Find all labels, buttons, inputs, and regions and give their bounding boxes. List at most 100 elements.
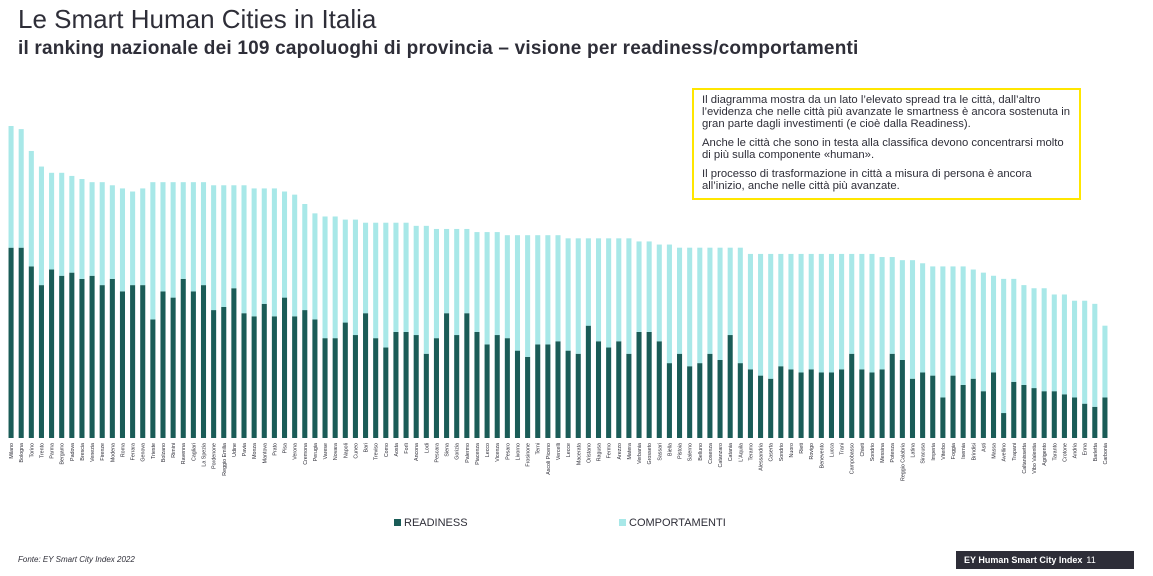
x-tick-label: Caserta xyxy=(769,443,775,462)
x-tick-label: Gorizia xyxy=(455,443,461,460)
bar-readiness xyxy=(403,331,409,438)
bar-comportamenti xyxy=(768,253,774,379)
bar-readiness xyxy=(28,266,34,438)
bar-readiness xyxy=(38,285,44,438)
bar-readiness xyxy=(565,350,571,438)
bar-comportamenti xyxy=(322,216,328,339)
bar-readiness xyxy=(342,322,348,438)
x-tick-label: Taranto xyxy=(1052,443,1058,461)
bar-readiness xyxy=(1061,394,1067,438)
x-tick-label: Fermo xyxy=(607,443,613,458)
x-tick-label: Milano xyxy=(9,443,15,459)
x-tick-label: Brescia xyxy=(80,443,86,461)
bar-comportamenti xyxy=(89,182,95,276)
bar-comportamenti xyxy=(920,263,926,373)
bar-readiness xyxy=(717,360,723,438)
bar-readiness xyxy=(839,369,845,438)
bar-comportamenti xyxy=(990,275,997,373)
bar-comportamenti xyxy=(1011,278,1017,382)
bar-comportamenti xyxy=(241,185,247,314)
bar-readiness xyxy=(606,347,612,438)
bar-readiness xyxy=(646,331,652,438)
bar-comportamenti xyxy=(555,235,561,342)
bar-readiness xyxy=(200,285,207,438)
bar-comportamenti xyxy=(342,219,348,323)
bar-comportamenti xyxy=(433,228,439,339)
bar-comportamenti xyxy=(656,244,662,342)
x-tick-label: Benevento xyxy=(819,443,825,468)
note-paragraph-3: Il processo di trasformazione in città a… xyxy=(702,168,1032,192)
bar-readiness xyxy=(322,338,328,438)
bar-comportamenti xyxy=(940,266,946,398)
x-tick-label: Roma xyxy=(120,443,126,457)
chart-title: Le Smart Human Cities in Italia xyxy=(18,4,377,34)
note-paragraph-2: Anche le città che sono in testa alla cl… xyxy=(702,137,1064,161)
bar-readiness xyxy=(69,272,75,438)
x-tick-label: Alessandria xyxy=(759,443,765,471)
x-tick-label: Agrigento xyxy=(1042,443,1048,466)
x-tick-label: Siena xyxy=(445,443,451,457)
x-tick-label: Cuneo xyxy=(353,443,359,459)
bar-comportamenti xyxy=(464,228,470,314)
bar-comportamenti xyxy=(727,247,733,336)
bar-comportamenti xyxy=(28,150,34,267)
bar-readiness xyxy=(241,313,247,438)
bar-comportamenti xyxy=(49,172,55,270)
bar-comportamenti xyxy=(251,188,257,317)
bar-readiness xyxy=(160,291,166,438)
x-tick-label: Genova xyxy=(141,443,147,462)
bar-comportamenti xyxy=(69,175,75,273)
x-tick-label: Venezia xyxy=(90,443,96,462)
x-tick-label: Imperia xyxy=(931,443,937,461)
bar-comportamenti xyxy=(677,247,683,354)
bar-readiness xyxy=(980,391,986,438)
explanation-box: Il diagramma mostra da un lato l’elevato… xyxy=(692,88,1081,200)
bar-readiness xyxy=(170,297,176,438)
bar-readiness xyxy=(119,291,126,438)
bar-comportamenti xyxy=(413,225,419,336)
legend-readiness-swatch xyxy=(394,519,401,526)
bar-readiness xyxy=(150,319,156,438)
x-tick-label: Cosenza xyxy=(708,443,714,464)
bar-comportamenti xyxy=(1051,294,1057,392)
bar-readiness xyxy=(575,353,581,438)
bar-readiness xyxy=(909,378,916,438)
bar-comportamenti xyxy=(332,216,338,339)
bar-comportamenti xyxy=(778,253,784,367)
bar-comportamenti xyxy=(879,257,885,370)
x-tick-label: Cremona xyxy=(303,443,309,465)
bar-readiness xyxy=(99,285,105,438)
bar-readiness xyxy=(1051,391,1057,438)
bar-comportamenti xyxy=(798,253,804,373)
bar-readiness xyxy=(8,247,14,438)
bar-comportamenti xyxy=(808,253,814,370)
bar-comportamenti xyxy=(697,247,703,364)
x-tick-label: Rovigo xyxy=(809,443,815,460)
footer-brand-bar: EY Human Smart City Index 11 xyxy=(956,551,1134,569)
bar-comportamenti xyxy=(282,191,288,298)
x-tick-label: Bolzano xyxy=(161,443,167,462)
bar-readiness xyxy=(879,369,885,438)
bar-comportamenti xyxy=(626,238,632,354)
bar-readiness xyxy=(778,366,784,438)
x-tick-label: Avellino xyxy=(1002,443,1008,462)
bar-comportamenti xyxy=(970,269,976,379)
bar-comportamenti xyxy=(616,238,622,342)
x-tick-label: Matera xyxy=(627,443,633,460)
bar-comportamenti xyxy=(818,253,824,373)
x-tick-label: Crotone xyxy=(1062,443,1068,462)
bar-comportamenti xyxy=(484,232,490,345)
bar-readiness xyxy=(656,341,662,438)
bar-readiness xyxy=(798,372,804,438)
bar-comportamenti xyxy=(38,166,44,286)
bar-comportamenti xyxy=(565,238,571,351)
bar-readiness xyxy=(960,384,966,438)
bar-readiness xyxy=(1082,403,1088,438)
bar-comportamenti xyxy=(889,257,895,354)
bar-comportamenti xyxy=(687,247,693,367)
bar-comportamenti xyxy=(373,222,379,339)
bar-comportamenti xyxy=(504,235,510,339)
bar-readiness xyxy=(849,353,855,438)
footer-brand: EY Human Smart City Index xyxy=(964,555,1083,565)
